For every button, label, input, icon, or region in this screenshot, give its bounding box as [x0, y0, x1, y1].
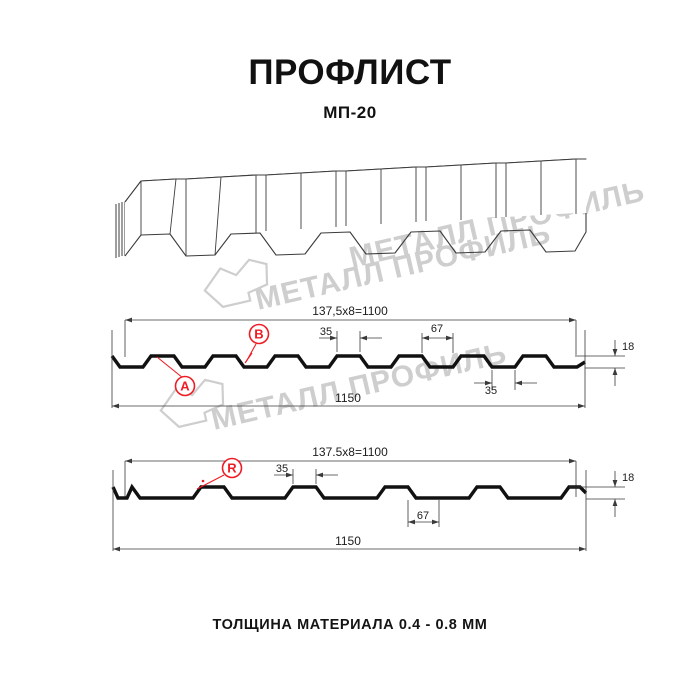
dimension-67-bottom-label: 67: [417, 510, 429, 522]
dimension-height-top: [577, 340, 625, 386]
dimension-35-bottom-label: 35: [485, 385, 497, 397]
dimension-overall-label: 1150: [335, 391, 361, 405]
isometric-sheet: [115, 158, 587, 258]
sheet-bottom-band: [125, 159, 586, 256]
title-block: ПРОФЛИСТ МП-20: [0, 53, 700, 123]
rib-edge-lines: [140, 159, 577, 256]
material-thickness-caption: ТОЛЩИНА МАТЕРИАЛА 0.4 - 0.8 ММ: [212, 617, 488, 633]
dimension-35-bottom-section: [274, 469, 338, 484]
sheet-left-edge: [115, 202, 126, 258]
callout-r: R: [196, 457, 243, 490]
page-title: ПРОФЛИСТ: [248, 53, 452, 92]
extension-lines-top: [111, 330, 586, 408]
dimension-overall-top: [112, 403, 585, 409]
dimension-67-top-label: 67: [431, 323, 443, 335]
sheet-front-outline: [124, 213, 587, 257]
callout-r-label: R: [227, 461, 237, 476]
dimension-35-bottom: [474, 370, 537, 390]
dimension-67-bottom: [407, 500, 440, 527]
metall-profil-logo: [203, 258, 269, 309]
dimension-height-bottom-label: 18: [622, 472, 634, 484]
dimension-overall-bottom-label: 1150: [335, 534, 361, 548]
dimension-height-top-label: 18: [622, 341, 634, 353]
dimension-module-label: 137,5x8=1100: [312, 304, 388, 318]
dimension-module-top: [124, 317, 577, 357]
dimension-module-bottom-label: 137.5x8=1100: [312, 445, 388, 459]
profile-line-bottom: [111, 483, 588, 500]
extension-lines-bottom: [112, 470, 587, 551]
dimension-height-bottom: [569, 471, 625, 517]
dimension-67-top: [421, 333, 454, 353]
callout-b: B: [244, 323, 270, 364]
profile-line-top: [110, 354, 586, 369]
dimension-module-bottom: [124, 458, 577, 497]
caption-block: ТОЛЩИНА МАТЕРИАЛА 0.4 - 0.8 ММ: [0, 617, 700, 633]
dimension-35-top: [319, 331, 382, 352]
callout-a-label: A: [180, 379, 190, 394]
dimension-overall-bottom: [113, 546, 586, 552]
model-subtitle: МП-20: [323, 102, 377, 122]
callout-b-label: B: [254, 327, 263, 342]
dimension-35-top-label: 35: [320, 326, 332, 338]
dimension-35-bottom-section-label: 35: [276, 463, 288, 475]
callout-a: A: [156, 356, 196, 397]
